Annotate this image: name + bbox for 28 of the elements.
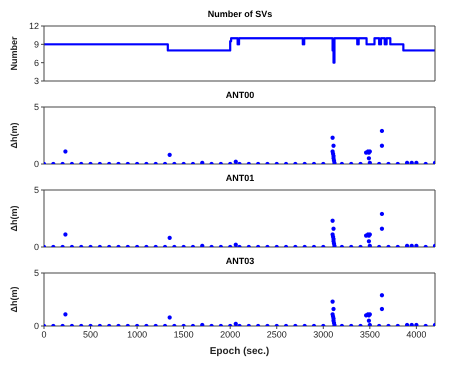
- x-tick-label: 3500: [360, 329, 380, 340]
- x-tick-label: 0: [41, 329, 47, 340]
- y-tick-label: 5: [34, 185, 39, 196]
- x-tick-label: 2000: [220, 329, 240, 340]
- chart-title: ANT03: [224, 255, 256, 268]
- y-tick-label: 5: [34, 268, 39, 278]
- y-axis-title: Δh(m): [9, 206, 20, 232]
- y-tick-label: 6: [34, 58, 39, 68]
- x-tick-label: 500: [83, 329, 98, 340]
- x-tick-label: 1000: [127, 329, 148, 340]
- y-tick-label: 0: [34, 242, 39, 252]
- y-axis-title: Δh(m): [9, 122, 20, 148]
- chart-title: Number of SVs: [206, 8, 274, 21]
- y-tick-label: 3: [34, 76, 39, 86]
- y-tick-label: 12: [28, 21, 39, 32]
- chart-title: ANT00: [224, 89, 256, 102]
- x-tick-label: 2500: [266, 329, 287, 340]
- y-tick-label: 9: [34, 40, 39, 50]
- y-tick-label: 0: [34, 321, 39, 332]
- chart-title: ANT01: [224, 172, 256, 185]
- y-tick-label: 0: [34, 159, 39, 170]
- x-tick-label: 3000: [313, 329, 334, 340]
- x-tick-label: 1500: [174, 329, 194, 340]
- y-tick-label: 5: [34, 102, 39, 112]
- x-tick-label: 4000: [406, 329, 426, 340]
- y-axis-title: Δh(m): [9, 286, 20, 312]
- x-axis-title: Epoch (sec.): [210, 346, 270, 357]
- y-axis-title: Number: [9, 36, 20, 71]
